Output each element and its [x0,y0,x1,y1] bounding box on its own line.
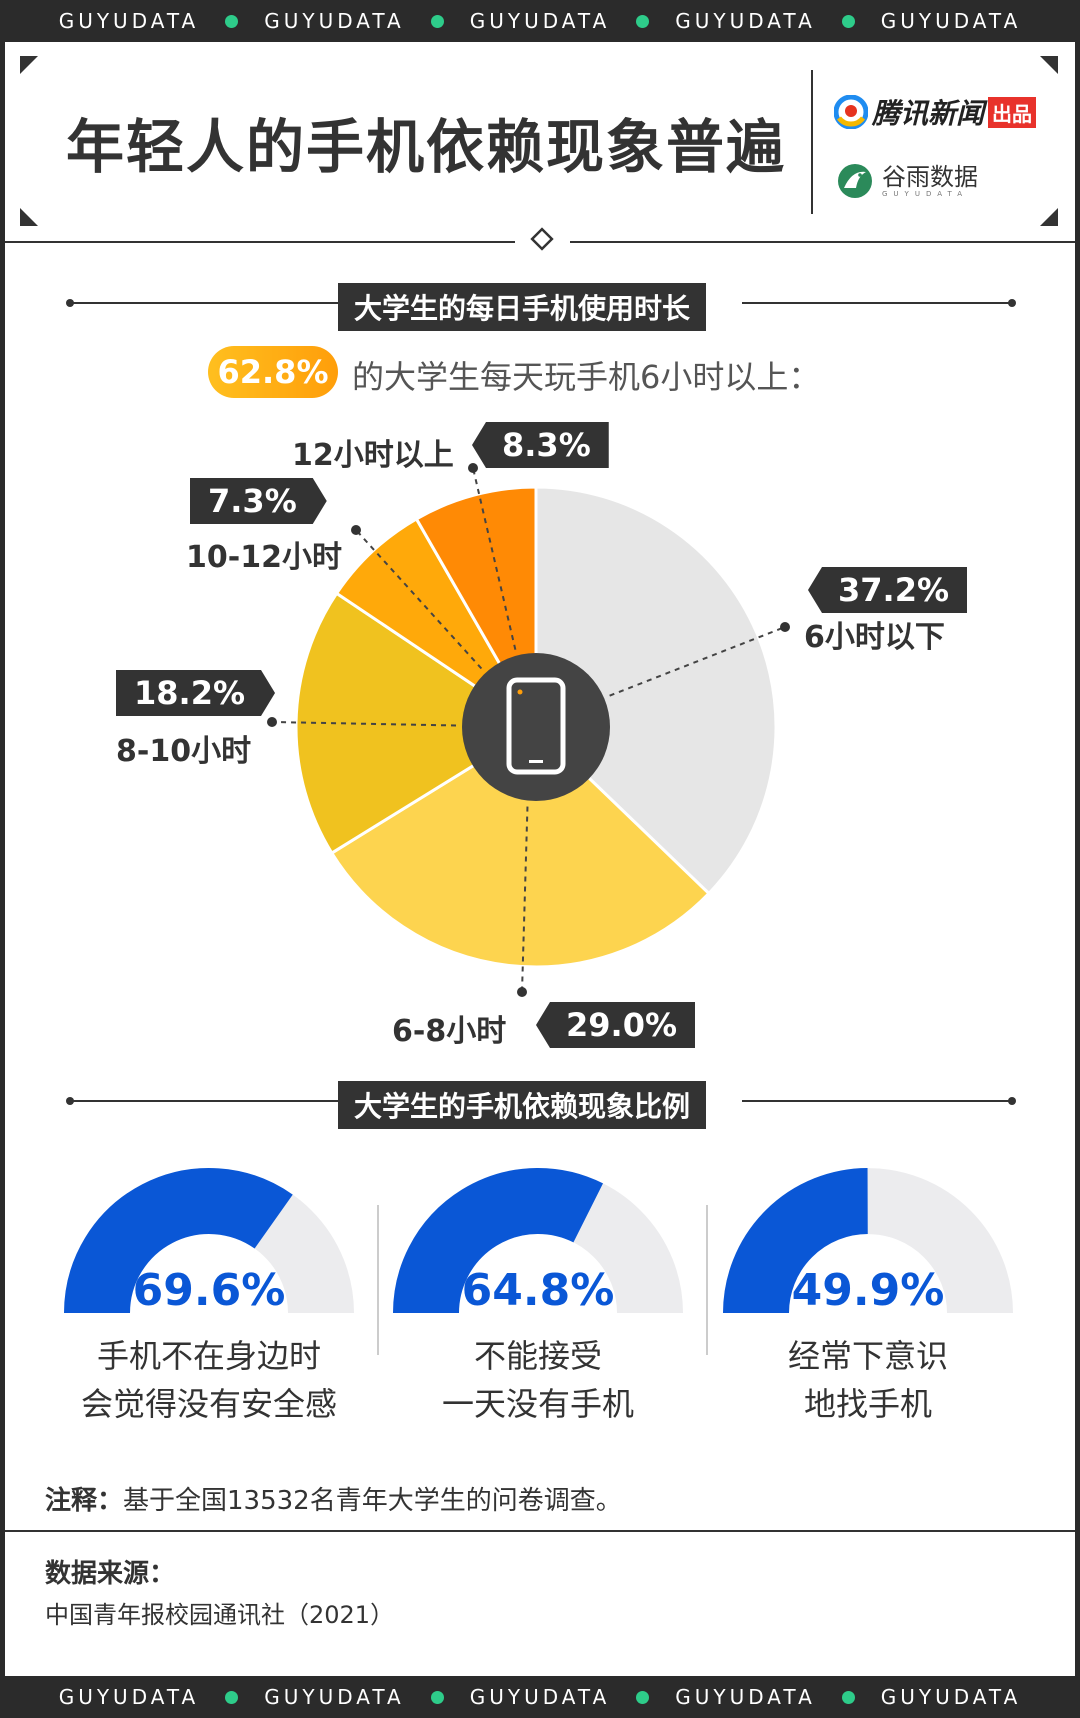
gauge-value-label: 69.6% [133,1265,286,1316]
pie-leader-line [521,806,529,993]
section-title-dependency: 大学生的手机依赖现象比例 [338,1081,707,1129]
pie-category-label: 6-8小时 [392,1014,507,1049]
pie-slice [534,485,778,896]
gauge-caption: 不能接受一天没有手机 [388,1332,688,1428]
corner-mark [1040,208,1058,226]
band-text: GUYUDATA [264,1685,405,1709]
pie-category-label: 6小时以下 [804,620,945,655]
band-text: GUYUDATA [675,9,816,33]
pie-leader-line [271,721,457,727]
section-title-usage: 大学生的每日手机使用时长 [338,283,707,331]
pie-leader-dot [468,463,478,473]
section-line [70,302,340,304]
pie-value-label: 18.2% [116,670,275,716]
band-dot [636,1690,650,1704]
gauge-caption: 经常下意识 地找手机 [718,1332,1018,1428]
band-dot [430,14,444,28]
corner-mark [1040,56,1058,74]
band-text: GUYUDATA [880,9,1022,33]
highlight-pill: 62.8% [208,346,338,398]
section-line [70,1100,340,1102]
pie-value-label: 29.0% [536,1002,696,1048]
bottom-brand-band: GUYUDATA GUYUDATA GUYUDATA GUYUDATA GUYU… [0,1676,1080,1718]
band-text: GUYUDATA [58,9,200,33]
section-line-dot [1008,299,1016,307]
band-dot [841,14,855,28]
pie-value-label: 7.3% [190,478,327,524]
gauge-fill [64,1168,293,1315]
note-label: 注释： [45,1486,124,1516]
phone-icon [506,677,566,775]
tencent-badge: 出品 [988,96,1037,128]
pie-leader-line [355,529,483,670]
gauge-separator [706,1205,708,1355]
source-title: 数据来源： [45,1559,176,1589]
band-dot [841,1690,855,1704]
gauge-caption-line: 地找手机 [803,1385,932,1423]
pie-category-label: 12小时以上 [292,438,454,473]
top-brand-band: GUYUDATA GUYUDATA GUYUDATA GUYUDATA GUYU… [0,0,1080,42]
gauge-value-label: 49.9% [792,1265,945,1316]
band-dot [225,1690,239,1704]
highlight-text: 的大学生每天玩手机6小时以上： [352,358,821,396]
band-text: GUYUDATA [469,9,611,33]
pie-value-label: 8.3% [472,422,609,468]
pie-slice [329,725,711,969]
band-text: GUYUDATA [675,1685,816,1709]
band-dot [636,14,650,28]
guyu-wordmark: 谷雨数据 [882,163,978,191]
pie-leader-dot [517,987,527,997]
band-text: GUYUDATA [469,1685,611,1709]
corner-mark [20,208,38,226]
section-line-dot [1008,1097,1016,1105]
guyu-bird-icon [838,164,872,198]
page-title: 年轻人的手机依赖现象普遍 [66,113,787,181]
gauge-caption-line: 经常下意识 [787,1337,948,1375]
pie-center-circle [462,653,610,801]
pie-leader-dot [267,717,277,727]
pie-value-label: 37.2% [808,567,968,613]
usage-pie-chart [267,463,790,997]
pie-category-label: 8-10小时 [116,734,252,769]
band-dot [225,14,239,28]
source-divider [5,1530,1075,1532]
tencent-wordmark: 腾讯新闻 [872,97,985,130]
band-dot [430,1690,444,1704]
note-text: 基于全国13532名青年大学生的问卷调查。 [123,1486,622,1516]
band-text: GUYUDATA [880,1685,1022,1709]
section-line [742,1100,1012,1102]
corner-mark [20,56,38,74]
pie-category-label: 10-12小时 [186,540,342,575]
gauge-fill [393,1168,603,1315]
band-text: GUYUDATA [264,9,405,33]
gauge-caption-line: 一天没有手机 [441,1385,634,1423]
tencent-bell-icon [834,95,868,129]
band-text: GUYUDATA [58,1685,200,1709]
gauge-caption-line: 会觉得没有安全感 [80,1385,337,1423]
note: 注释：基于全国13532名青年大学生的问卷调查。 [45,1480,622,1517]
gauge-caption: 手机不在身边时 会觉得没有安全感 [59,1332,359,1428]
diamond-mark [530,227,554,251]
pie-leader-line [472,467,517,650]
source-text: 中国青年报校园通讯社（2021） [45,1601,395,1629]
header-frame [5,56,1075,251]
gauge-value-label: 64.8% [462,1265,615,1316]
guyu-subtitle: GUYUDATA [882,190,968,198]
section-line [742,302,1012,304]
guyu-data-logo: 谷雨数据 GUYUDATA [836,162,978,200]
gauge-separator [377,1205,379,1355]
dependency-gauges: 69.6% 64.8% 49.9% [64,1168,1013,1316]
gauge-caption-line: 手机不在身边时 [96,1337,321,1375]
tencent-news-logo: 腾讯新闻 出品 [834,92,1037,132]
gauge-fill [723,1168,869,1315]
gauge-caption-line: 不能接受 [473,1337,602,1375]
pie-leader-dot [780,622,790,632]
pie-leader-dot [351,525,361,535]
pie-leader-line [609,626,786,697]
